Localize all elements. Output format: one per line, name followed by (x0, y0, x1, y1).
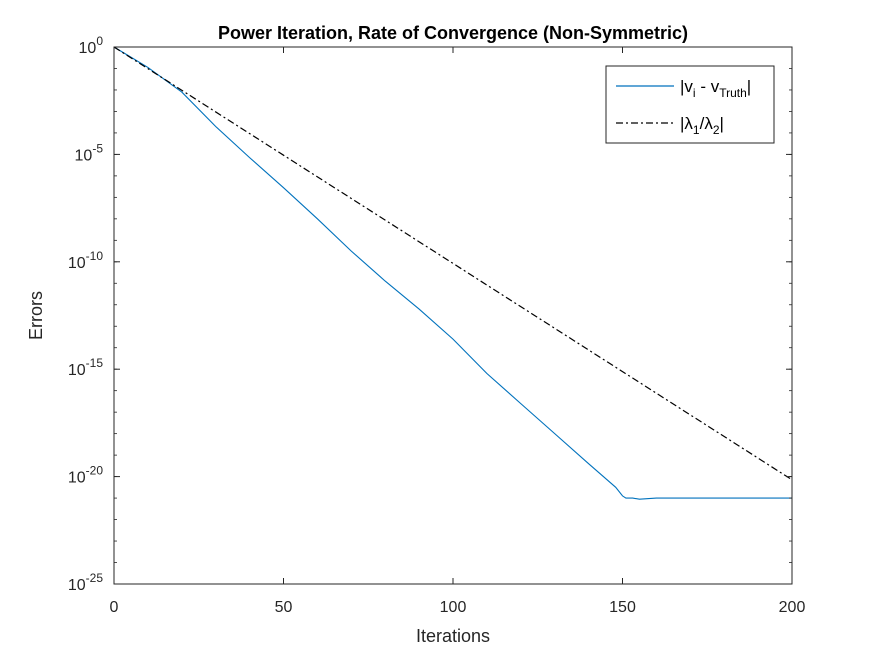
legend-label-1: |vi - vTruth| (680, 77, 751, 100)
y-tick-label: 10-5 (75, 141, 104, 164)
series-layer (113, 46, 793, 500)
y-tick-label: 10-25 (68, 571, 103, 594)
x-tick-label: 0 (110, 599, 119, 616)
x-tick-label: 100 (440, 599, 467, 616)
y-tick-label: 10-15 (68, 356, 103, 379)
legend-box (605, 65, 775, 144)
y-tick-label: 100 (79, 34, 104, 57)
x-tick-label: 200 (779, 599, 806, 616)
chart-title: Power Iteration, Rate of Convergence (No… (218, 23, 688, 43)
legend-label-2: |λ1/λ2| (680, 114, 724, 137)
legend: |vi - vTruth| |λ1/λ2| (605, 65, 775, 144)
series-line-1 (113, 46, 792, 500)
x-tick-label: 50 (275, 599, 293, 616)
y-tick-label: 10-20 (68, 464, 103, 487)
y-tick-label: 10-10 (68, 249, 103, 272)
y-axis-label: Errors (26, 291, 46, 340)
x-tick-label: 150 (609, 599, 636, 616)
x-axis-label: Iterations (416, 626, 490, 646)
ticks-layer: 0 50 100 150 200 100 10-5 10-10 10-15 10-20 10-25 (68, 34, 806, 616)
series-line-2 (113, 46, 793, 481)
